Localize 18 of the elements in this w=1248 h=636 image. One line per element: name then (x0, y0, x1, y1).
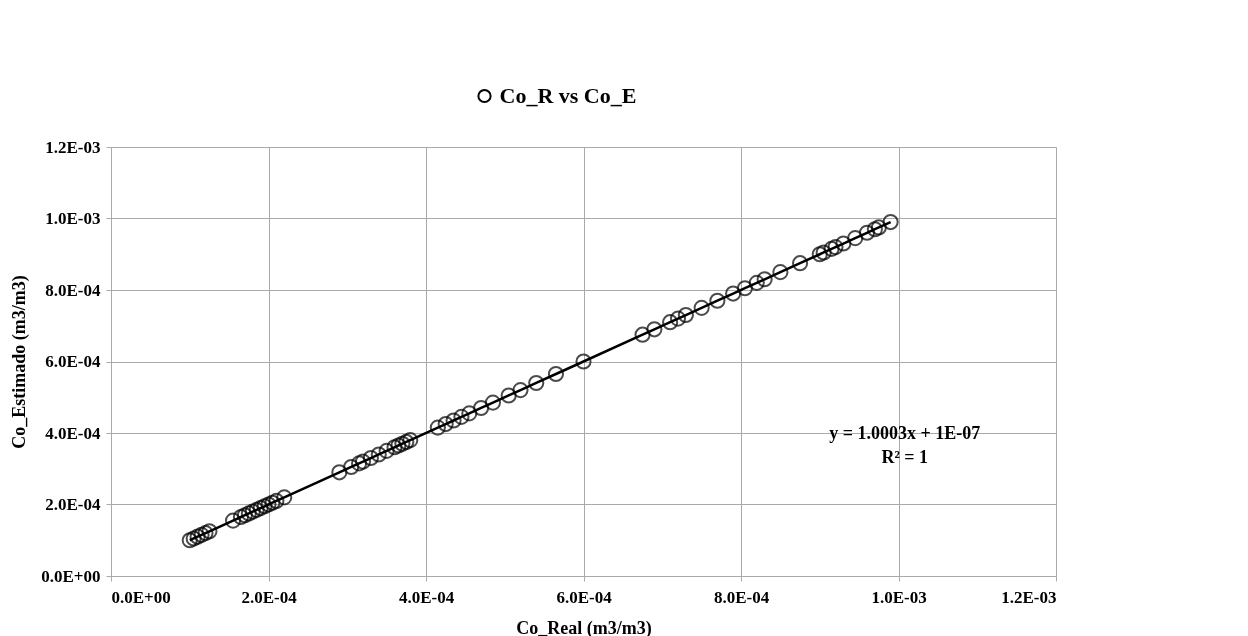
x-tick-label: 4.0E-04 (398, 587, 455, 607)
y-tick-label: 0.0E+00 (41, 566, 101, 586)
y-tick-label: 4.0E-04 (45, 423, 101, 443)
annotation: y = 1.0003x + 1E-07 (829, 423, 981, 444)
x-tick-label: 8.0E-04 (713, 587, 770, 607)
y-tick-label: 6.0E-04 (45, 352, 101, 371)
annotation: R² = 1 (881, 447, 929, 468)
y-tick-label: 8.0E-04 (45, 280, 101, 300)
x-tick-label: 1.0E-03 (871, 587, 927, 607)
y-tick-label: 1.2E-03 (45, 137, 101, 157)
y-tick-label: 2.0E-04 (45, 495, 101, 514)
legend-label: Co_R vs Co_E (499, 83, 637, 108)
x-tick-label: 0.0E+00 (111, 587, 171, 607)
y-axis-title: Co_Estimado (m3/m3) (9, 275, 31, 449)
x-tick-label: 2.0E-04 (241, 587, 298, 607)
y-tick-label: 1.0E-03 (45, 209, 101, 228)
x-tick-label: 1.2E-03 (1001, 587, 1057, 607)
x-tick-label: 6.0E-04 (556, 587, 613, 607)
